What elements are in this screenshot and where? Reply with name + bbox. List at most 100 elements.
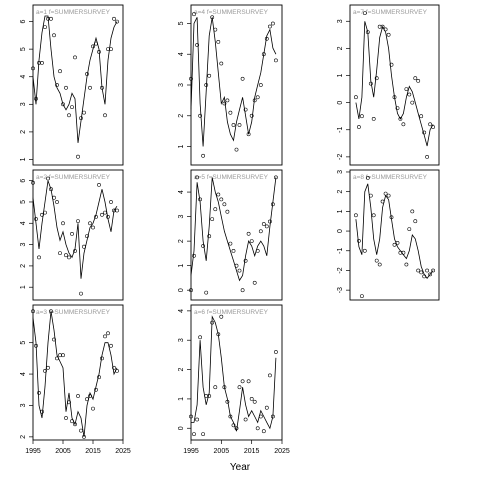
data-point (216, 192, 221, 197)
data-point (249, 396, 254, 401)
panel-5: a=5 f=SUMMERSURVEY 0 1 2 3 4 (178, 169, 283, 301)
data-point (428, 122, 433, 127)
data-point (201, 153, 206, 158)
data-point (49, 309, 53, 314)
y-tick-label: 6 (20, 179, 27, 183)
data-point (40, 212, 44, 217)
data-point (231, 248, 236, 253)
data-point (362, 248, 367, 253)
data-point (368, 193, 373, 198)
y-tick-label: 4 (178, 309, 185, 313)
data-point (73, 249, 77, 253)
data-point (407, 92, 412, 97)
data-point (67, 255, 71, 260)
data-point (207, 234, 212, 239)
data-point (365, 30, 370, 34)
data-point (201, 432, 206, 437)
data-point (237, 268, 242, 273)
data-point (264, 36, 269, 41)
data-point (73, 422, 77, 427)
data-point (249, 239, 254, 244)
data-point (213, 27, 218, 32)
data-point (407, 227, 412, 232)
data-point (425, 154, 430, 159)
y-tick-label: 2 (178, 368, 185, 372)
panel-annotation: a=8 f=SUMMERSURVEY (353, 174, 428, 181)
y-tick-label: 3 (178, 338, 185, 342)
data-point (243, 417, 248, 422)
x-tick-label: 2015 (244, 448, 260, 455)
y-tick-label: 1 (178, 397, 185, 401)
data-point (359, 294, 364, 299)
fitted-line (190, 17, 277, 147)
data-point (85, 397, 89, 402)
data-point (267, 219, 272, 224)
data-point (40, 409, 44, 414)
data-point (82, 244, 86, 249)
data-point (216, 332, 221, 337)
data-point (109, 343, 113, 348)
data-point (222, 202, 227, 207)
data-point (374, 76, 379, 81)
data-point (37, 390, 41, 395)
data-point (222, 385, 227, 390)
y-tick-label: 3 (178, 215, 185, 219)
data-point (371, 213, 376, 218)
data-point (419, 270, 424, 275)
data-point (189, 414, 193, 419)
data-point (222, 101, 227, 106)
data-point (91, 225, 95, 230)
data-point (85, 72, 89, 76)
y-tick-label: -2 (337, 154, 344, 160)
data-point (106, 331, 110, 336)
data-point (255, 248, 260, 253)
data-point (64, 416, 68, 420)
data-point (240, 379, 245, 384)
data-point (419, 114, 424, 119)
data-point (240, 288, 245, 293)
fitted-line (32, 180, 118, 279)
data-point (225, 209, 230, 214)
panel-8: a=6 f=SUMMERSURVEY 0 1 2 3 4 1995 2005 2015 2025 (178, 304, 290, 455)
data-point (270, 202, 275, 207)
y-tick-label: 5 (178, 21, 185, 25)
data-point (431, 125, 436, 129)
y-tick-label: 3 (20, 102, 27, 106)
y-tick-label: 5 (20, 47, 27, 51)
panel-frame (32, 304, 124, 441)
data-point (88, 394, 92, 398)
data-point (198, 335, 203, 340)
y-tick-label: -1 (337, 127, 344, 133)
data-point (115, 208, 119, 213)
data-point (70, 419, 74, 424)
data-point (198, 113, 203, 118)
y-tick-label: 4 (178, 52, 185, 56)
y-tick-label: 1 (337, 209, 344, 213)
y-tick-label: -3 (337, 287, 344, 293)
y-tick-label: 3 (178, 83, 185, 87)
data-point (237, 385, 242, 390)
data-point (386, 193, 391, 198)
y-tick-label: 2 (20, 264, 27, 268)
y-tick-label: -2 (337, 267, 344, 273)
data-point (410, 100, 415, 105)
data-point (195, 43, 200, 47)
data-point (353, 213, 358, 218)
data-point (368, 81, 373, 86)
data-point (255, 95, 260, 100)
data-point (383, 191, 388, 196)
data-point (43, 210, 47, 215)
y-tick-label: 2 (20, 130, 27, 134)
data-point (88, 221, 92, 226)
data-point (31, 66, 35, 71)
data-point (270, 21, 275, 26)
data-point (207, 73, 212, 78)
data-point (40, 61, 44, 65)
data-point (52, 195, 56, 200)
data-point (192, 12, 196, 17)
y-tick-label: 5 (20, 341, 27, 345)
data-point (261, 52, 266, 57)
data-point (46, 365, 50, 370)
data-point (43, 25, 47, 30)
data-point (31, 309, 35, 314)
